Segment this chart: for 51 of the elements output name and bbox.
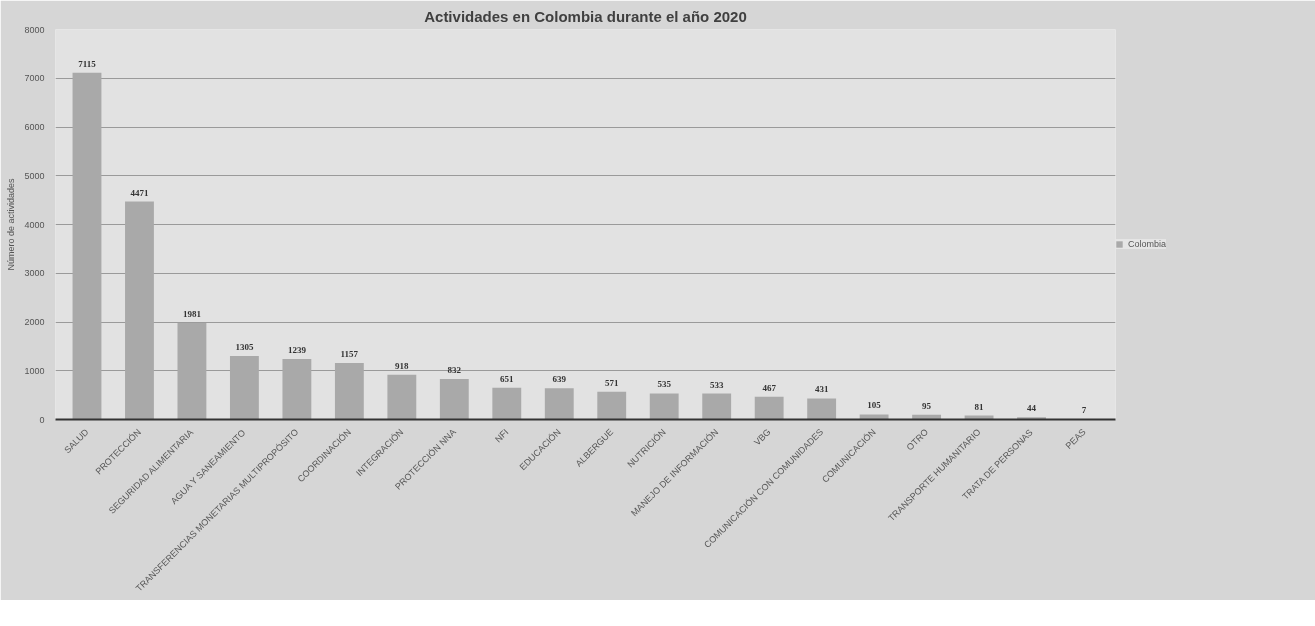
data-label: 651 — [500, 373, 515, 384]
data-label: 918 — [395, 360, 410, 371]
bar — [754, 396, 784, 420]
bar — [807, 398, 837, 420]
y-tick-label: 6000 — [24, 122, 45, 132]
y-tick-label: 2000 — [24, 317, 45, 327]
data-label: 81 — [974, 401, 985, 412]
x-tick-label: NFI — [493, 426, 511, 445]
data-label: 535 — [657, 379, 672, 390]
data-label: 95 — [922, 400, 932, 411]
bar — [649, 393, 679, 420]
data-label: 7115 — [78, 58, 97, 69]
bar — [859, 414, 889, 420]
bar — [387, 374, 417, 420]
data-label: 571 — [604, 377, 619, 388]
bar — [282, 359, 312, 420]
data-label: 533 — [709, 379, 724, 390]
bar — [492, 387, 522, 420]
y-tick-label: 3000 — [24, 268, 45, 279]
bar — [544, 388, 574, 420]
y-tick-label: 7000 — [24, 73, 45, 84]
y-tick-label: 1000 — [24, 365, 45, 376]
bar — [229, 355, 259, 420]
bar — [702, 393, 732, 420]
chart-title: Actividades en Colombia durante el año 2020 — [424, 7, 747, 25]
data-label: 467 — [762, 382, 777, 393]
data-label: 832 — [447, 364, 462, 375]
bar — [439, 378, 469, 420]
data-label: 1305 — [235, 341, 254, 352]
bar — [334, 363, 364, 420]
y-tick-label: 4000 — [24, 219, 45, 230]
x-tick-label: VBG — [752, 426, 773, 448]
bar — [177, 322, 207, 420]
bar — [597, 391, 627, 420]
data-label: 639 — [552, 374, 567, 385]
bar — [72, 72, 102, 420]
bar — [125, 201, 154, 420]
y-tick-label: 8000 — [24, 24, 45, 35]
data-label: 1981 — [182, 308, 202, 319]
data-label: 1239 — [287, 345, 307, 356]
data-label: 105 — [867, 400, 882, 411]
legend-label: Colombia — [1128, 239, 1167, 249]
data-label: 4471 — [130, 187, 149, 198]
data-label: 7 — [1081, 405, 1087, 416]
data-label: 1157 — [340, 349, 359, 360]
bar — [1017, 417, 1046, 420]
y-tick-label: 5000 — [24, 170, 45, 181]
y-tick-label: 0 — [39, 414, 45, 425]
data-label: 431 — [814, 384, 829, 395]
data-label: 44 — [1027, 403, 1037, 414]
y-axis-title: Número de actividades — [6, 177, 17, 271]
